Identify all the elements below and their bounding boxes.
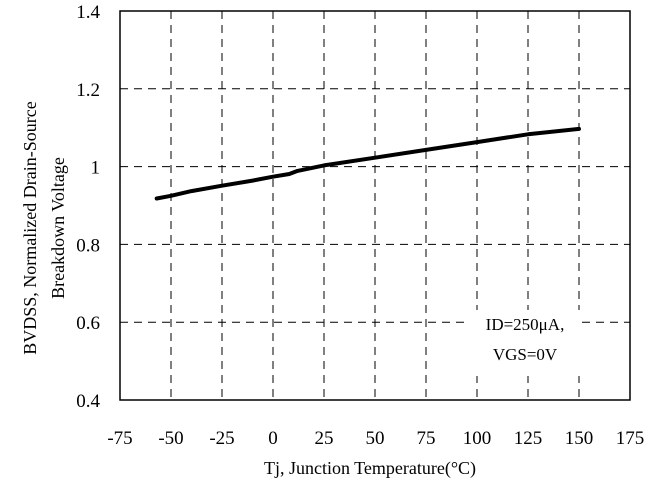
- series-line: [154, 126, 581, 201]
- x-tick-label: 25: [315, 428, 334, 449]
- x-axis-label: Tj, Junction Temperature(°C): [264, 458, 476, 479]
- y-tick-label: 0.8: [76, 235, 100, 256]
- y-axis-label: BVDSS, Normalized Drain-Source Breakdown…: [20, 101, 68, 354]
- y-axis-label-line-2: Breakdown Voltage: [48, 157, 68, 299]
- plot-area: [119, 10, 631, 401]
- annotation-line-2: VGS=0V: [493, 345, 558, 364]
- y-tick-label: 0.6: [76, 313, 100, 334]
- annotation-line-1: ID=250μA,: [486, 315, 565, 334]
- y-tick-label: 1.4: [76, 2, 100, 23]
- x-tick-label: 150: [565, 428, 594, 449]
- y-axis-tick-labels: 0.4 0.6 0.8 1 1.2 1.4: [76, 2, 100, 412]
- y-axis-label-line-1: BVDSS, Normalized Drain-Source: [20, 101, 40, 354]
- x-tick-label: 50: [366, 428, 385, 449]
- x-tick-label: 175: [616, 428, 645, 449]
- series-group: [154, 126, 581, 201]
- y-tick-label: 0.4: [76, 391, 100, 412]
- x-tick-label: -25: [209, 428, 234, 449]
- x-axis-tick-labels: -75 -50 -25 0 25 50 75 100 125 150 175: [107, 428, 644, 449]
- x-tick-label: 100: [463, 428, 492, 449]
- x-tick-label: 125: [514, 428, 543, 449]
- x-tick-label: -50: [158, 428, 183, 449]
- y-tick-label: 1.2: [76, 80, 100, 101]
- annotation-background: [468, 310, 580, 376]
- x-tick-label: 75: [417, 428, 436, 449]
- y-tick-label: 1: [91, 158, 101, 179]
- x-tick-label: -75: [107, 428, 132, 449]
- x-tick-label: 0: [268, 428, 278, 449]
